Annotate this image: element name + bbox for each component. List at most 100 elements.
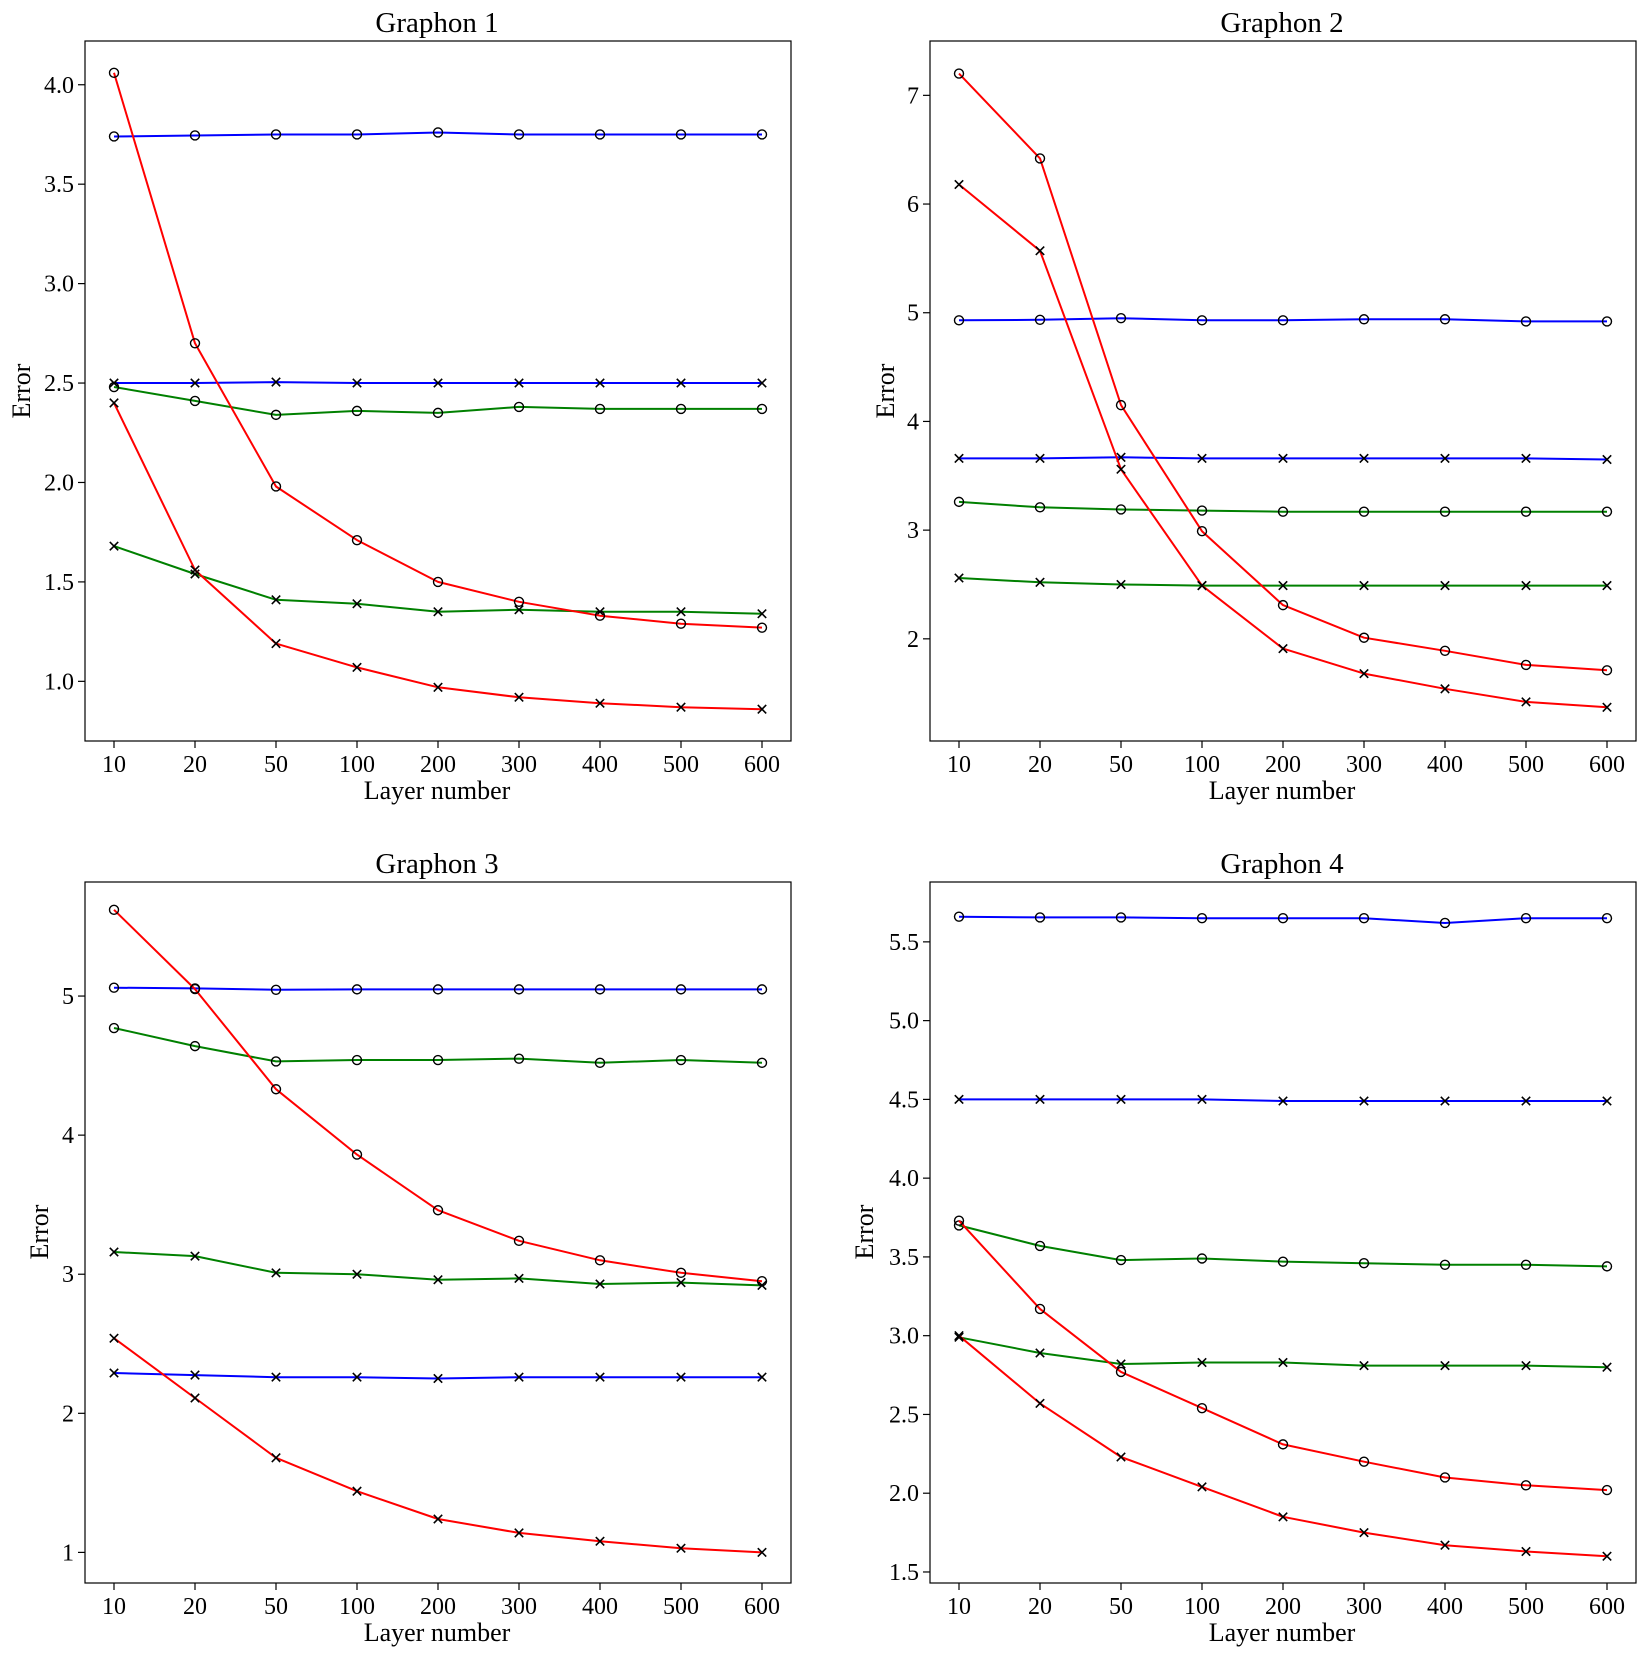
series-line [113,909,763,1283]
data-point-cross [757,378,767,388]
data-point-cross [1278,580,1288,591]
data-point-circle [1115,912,1127,923]
y-tick-label: 4.0 [889,1166,919,1192]
y-tick-label: 1.0 [44,669,74,695]
data-point-circle [189,395,201,407]
data-point-circle [1196,315,1208,326]
data-point-circle [675,984,687,995]
data-point-circle [1358,314,1370,325]
data-point-circle [953,68,965,79]
series-green-cross [954,573,1612,591]
data-point-cross [1440,684,1450,694]
series-line [958,500,1607,513]
series-green-circle [953,496,1613,517]
data-point-cross [954,573,964,583]
x-axis-label: Layer number [1209,776,1356,805]
data-point-circle [594,984,606,995]
series-blue-circle [108,127,768,142]
x-axis-label: Layer number [1209,1618,1356,1647]
y-tick-label: 4 [907,409,919,435]
data-point-cross [1116,1094,1126,1105]
data-point-cross [1602,1362,1612,1372]
series-green-cross [109,541,767,619]
y-tick-label: 2.5 [44,371,74,397]
data-point-circle [756,129,768,140]
data-point-cross [352,1486,362,1496]
series-red-circle [953,68,1613,676]
data-point-cross [676,378,686,388]
data-point-circle [1520,1480,1532,1491]
x-tick-label: 400 [1427,752,1463,778]
series-line [958,1334,1608,1558]
data-point-cross [954,1330,964,1341]
data-point-circle [594,1057,606,1069]
data-point-cross [1278,1357,1288,1368]
data-point-circle [108,904,120,916]
y-tick-label: 5 [62,984,74,1010]
data-point-cross [352,378,362,388]
x-tick-label: 200 [420,1594,456,1620]
data-point-circle [351,534,363,546]
series-green-cross [954,1332,1612,1372]
data-point-cross [676,1543,686,1553]
plot-area-frame [929,40,1637,742]
data-point-circle [756,1275,768,1287]
data-point-cross [514,1528,524,1538]
chart-title: Graphon 1 [375,7,498,39]
y-tick-label: 1 [62,1540,74,1566]
series-red-circle [953,1215,1613,1496]
data-point-circle [1277,1256,1289,1267]
y-tick-label: 3.5 [44,172,74,198]
y-tick-label: 2.0 [889,1481,919,1507]
series-line [113,986,762,991]
data-point-cross [271,1453,281,1463]
y-tick-label: 6 [907,192,919,218]
y-tick-label: 3.0 [889,1324,919,1350]
data-point-cross [1035,1348,1045,1358]
data-point-circle [1601,913,1613,924]
data-point-circle [756,984,768,995]
data-point-cross [109,398,119,408]
data-point-cross [1440,453,1450,464]
data-point-circle [1439,1259,1451,1270]
series-red-cross [954,1330,1612,1561]
data-point-circle [513,984,525,995]
y-tick-label: 1.5 [44,570,74,596]
data-point-cross [1602,1551,1612,1561]
data-point-cross [954,1332,964,1343]
x-tick-label: 600 [744,752,780,778]
data-point-cross [352,1372,362,1382]
x-tick-label: 20 [1028,752,1052,778]
data-point-cross [352,599,362,609]
data-point-circle [675,403,687,415]
data-point-cross [433,378,443,388]
y-axis-label: Error [25,1204,54,1259]
data-point-circle [1358,1456,1370,1467]
data-point-circle [1601,665,1613,676]
data-point-cross [1116,579,1126,590]
series-red-circle [108,904,768,1287]
x-tick-label: 20 [183,1594,207,1620]
data-point-cross [1602,1096,1612,1106]
data-point-circle [108,982,120,993]
series-line [113,1027,763,1064]
data-point-cross [433,1373,443,1384]
x-tick-label: 400 [1427,1594,1463,1620]
data-point-cross [1440,1540,1450,1550]
series-line [113,72,763,629]
data-point-circle [1034,153,1046,164]
data-point-circle [1115,1366,1127,1378]
x-tick-label: 600 [744,1594,780,1620]
series-green-circle [953,1220,1613,1272]
x-tick-label: 300 [501,752,537,778]
x-tick-label: 200 [420,752,456,778]
data-point-cross [271,1268,281,1278]
data-point-circle [108,67,120,79]
x-tick-label: 50 [264,752,288,778]
data-point-cross [190,1251,200,1261]
data-point-circle [189,338,201,349]
data-point-circle [270,984,282,995]
x-tick-label: 10 [102,1594,126,1620]
x-tick-label: 500 [663,752,699,778]
data-point-cross [109,1247,119,1257]
